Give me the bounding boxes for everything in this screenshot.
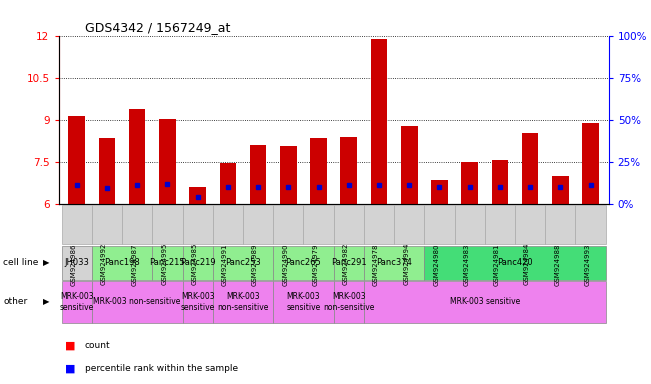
Bar (370, 39, 387, 204)
Text: GSM924990: GSM924990 (283, 243, 288, 286)
Text: MRK-003
non-sensitive: MRK-003 non-sensitive (217, 292, 269, 311)
Bar (431, 180, 448, 204)
Text: percentile rank within the sample: percentile rank within the sample (85, 364, 238, 373)
Bar (401, 126, 417, 204)
Text: GSM924978: GSM924978 (373, 243, 379, 286)
Text: Panc291: Panc291 (331, 258, 367, 267)
Text: other: other (3, 297, 27, 306)
Text: Panc215: Panc215 (150, 258, 186, 267)
Text: GSM924981: GSM924981 (494, 243, 500, 286)
Text: GSM924993: GSM924993 (585, 243, 590, 286)
Text: Panc219: Panc219 (180, 258, 215, 267)
Text: GSM924986: GSM924986 (71, 243, 77, 286)
Text: MRK-003
sensitive: MRK-003 sensitive (180, 292, 215, 311)
Text: GSM924979: GSM924979 (312, 243, 318, 286)
Bar (219, 163, 236, 204)
Bar (99, 138, 115, 204)
Text: Panc374: Panc374 (376, 258, 412, 267)
Bar (159, 119, 176, 204)
Text: ■: ■ (65, 364, 76, 374)
Bar (250, 145, 266, 204)
Text: MRK-003
sensitive: MRK-003 sensitive (286, 292, 320, 311)
Text: GSM924980: GSM924980 (434, 243, 439, 286)
Text: MRK-003 non-sensitive: MRK-003 non-sensitive (94, 297, 181, 306)
Text: GDS4342 / 1567249_at: GDS4342 / 1567249_at (85, 21, 230, 34)
Text: GSM924992: GSM924992 (101, 243, 107, 285)
Bar (68, 116, 85, 204)
Text: GSM924985: GSM924985 (191, 243, 198, 285)
Bar (311, 138, 327, 204)
Text: Panc253: Panc253 (225, 258, 261, 267)
Text: Panc420: Panc420 (497, 258, 533, 267)
Text: GSM924989: GSM924989 (252, 243, 258, 286)
Text: MRK-003
non-sensitive: MRK-003 non-sensitive (323, 292, 374, 311)
Text: GSM924988: GSM924988 (554, 243, 561, 286)
Text: Panc198: Panc198 (104, 258, 140, 267)
Bar (492, 161, 508, 204)
Bar (129, 109, 145, 204)
Text: GSM924991: GSM924991 (222, 243, 228, 286)
Bar (552, 176, 568, 204)
Text: MRK-003 sensitive: MRK-003 sensitive (450, 297, 520, 306)
Bar (340, 137, 357, 204)
Bar (189, 187, 206, 204)
Text: GSM924994: GSM924994 (403, 243, 409, 285)
Text: count: count (85, 341, 110, 350)
Text: JH033: JH033 (64, 258, 89, 267)
Bar (522, 132, 538, 204)
Bar (280, 146, 297, 204)
Text: GSM924982: GSM924982 (342, 243, 349, 285)
Bar (462, 162, 478, 204)
Text: GSM924983: GSM924983 (464, 243, 469, 286)
Text: Panc265: Panc265 (286, 258, 322, 267)
Bar (582, 123, 599, 204)
Text: GSM924995: GSM924995 (161, 243, 167, 285)
Text: GSM924984: GSM924984 (524, 243, 530, 285)
Text: ▶: ▶ (43, 258, 49, 267)
Text: ▶: ▶ (43, 297, 49, 306)
Text: cell line: cell line (3, 258, 38, 267)
Text: MRK-003
sensitive: MRK-003 sensitive (60, 292, 94, 311)
Text: ■: ■ (65, 341, 76, 351)
Text: GSM924987: GSM924987 (131, 243, 137, 286)
